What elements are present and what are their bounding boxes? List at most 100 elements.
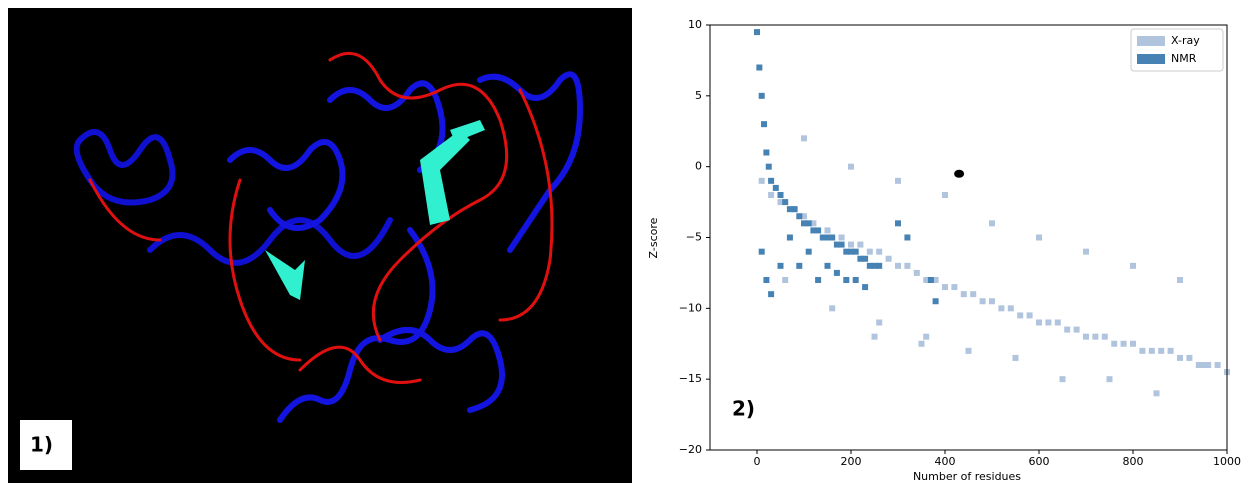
scatter-point bbox=[805, 248, 812, 255]
scatter-point bbox=[927, 277, 934, 283]
legend-swatch bbox=[1137, 36, 1165, 46]
scatter-point bbox=[763, 277, 770, 283]
scatter-point bbox=[1007, 305, 1014, 312]
scatter-point bbox=[918, 340, 925, 347]
scatter-point bbox=[857, 241, 864, 248]
scatter-point bbox=[923, 277, 930, 283]
scatter-point bbox=[1017, 312, 1024, 319]
scatter-point bbox=[805, 220, 812, 227]
scatter-point bbox=[829, 305, 836, 312]
scatter-point bbox=[824, 234, 831, 241]
scatter-point bbox=[960, 291, 967, 298]
scatter-point bbox=[768, 291, 775, 298]
y-tick-label: −20 bbox=[679, 443, 702, 456]
scatter-point bbox=[913, 269, 920, 276]
scatter-point bbox=[970, 291, 977, 298]
scatter-point bbox=[895, 220, 901, 227]
scatter-point bbox=[772, 184, 779, 191]
scatter-point bbox=[866, 248, 873, 255]
scatter-point bbox=[848, 163, 854, 170]
scatter-point bbox=[1177, 354, 1183, 361]
scatter-point bbox=[1054, 319, 1061, 326]
panel-label: 1) bbox=[30, 433, 53, 457]
scatter-point bbox=[838, 241, 845, 248]
scatter-point bbox=[782, 277, 789, 283]
scatter-point bbox=[904, 234, 911, 241]
scatter-point bbox=[965, 347, 972, 354]
scatter-point bbox=[1130, 262, 1136, 269]
scatter-point bbox=[758, 92, 765, 99]
scatter-point bbox=[1012, 354, 1019, 361]
scatter-point bbox=[1158, 347, 1165, 354]
scatter-point bbox=[1167, 347, 1174, 354]
plot-area bbox=[754, 29, 1230, 397]
scatter-point bbox=[824, 227, 831, 234]
scatter-point bbox=[1101, 333, 1108, 340]
scatter-point bbox=[815, 277, 822, 283]
scatter-point bbox=[782, 199, 789, 206]
scatter-point bbox=[1195, 362, 1202, 368]
scatter-point bbox=[819, 234, 826, 241]
scatter-point bbox=[829, 234, 836, 241]
scatter-point bbox=[932, 277, 939, 283]
x-tick-label: 400 bbox=[935, 455, 956, 468]
scatter-point bbox=[857, 255, 864, 262]
scatter-point bbox=[1214, 362, 1221, 368]
scatter-point bbox=[1148, 347, 1155, 354]
scatter-point bbox=[1205, 362, 1212, 368]
scatter-point bbox=[786, 234, 793, 241]
scatter-point bbox=[843, 248, 850, 255]
x-tick-label: 1000 bbox=[1213, 455, 1241, 468]
scatter-point bbox=[843, 277, 850, 283]
scatter-point bbox=[1120, 340, 1127, 347]
scatter-point bbox=[998, 305, 1005, 312]
scatter-point bbox=[1026, 312, 1033, 319]
y-tick-label: 0 bbox=[695, 160, 702, 173]
protein-panel bbox=[8, 8, 632, 483]
scatter-point bbox=[876, 262, 883, 269]
scatter-point bbox=[1064, 326, 1071, 333]
scatter-point bbox=[768, 177, 775, 184]
scatter-point bbox=[777, 262, 784, 269]
scatter-point bbox=[810, 220, 817, 227]
scatter-point bbox=[1092, 333, 1099, 340]
scatter-point bbox=[989, 298, 995, 305]
scatter-point bbox=[871, 262, 878, 269]
legend-swatch bbox=[1137, 54, 1165, 64]
scatter-point bbox=[754, 29, 760, 36]
x-tick-label: 0 bbox=[754, 455, 761, 468]
y-tick-label: −15 bbox=[679, 372, 702, 385]
scatter-point bbox=[989, 220, 995, 227]
scatter-point bbox=[777, 199, 784, 206]
panel-label: 2) bbox=[732, 397, 755, 421]
scatter-point bbox=[885, 255, 892, 262]
scatter-point bbox=[1083, 248, 1089, 255]
scatter-point bbox=[838, 234, 845, 241]
scatter-point bbox=[796, 262, 803, 269]
scatter-point bbox=[1036, 234, 1042, 241]
scatter-point bbox=[833, 269, 840, 276]
scatter-point bbox=[1153, 390, 1160, 397]
scatter-point bbox=[1130, 340, 1136, 347]
scatter-point bbox=[848, 241, 854, 248]
scatter-point bbox=[796, 213, 803, 220]
y-axis-label: Z-score bbox=[647, 217, 660, 258]
scatter-point bbox=[833, 241, 840, 248]
scatter-point bbox=[866, 262, 873, 269]
scatter-point bbox=[1036, 319, 1042, 326]
x-tick-label: 600 bbox=[1029, 455, 1050, 468]
scatter-point bbox=[1083, 333, 1089, 340]
scatter-point bbox=[1073, 326, 1080, 333]
scatter-point bbox=[876, 319, 883, 326]
scatter-point bbox=[815, 227, 822, 234]
scatter-point bbox=[871, 333, 878, 340]
y-tick-label: −10 bbox=[679, 301, 702, 314]
scatter-point bbox=[852, 248, 859, 255]
scatter-point bbox=[852, 277, 859, 283]
scatter-point bbox=[786, 206, 793, 213]
scatter-point bbox=[768, 192, 775, 198]
legend-label: NMR bbox=[1171, 52, 1197, 65]
legend-label: X-ray bbox=[1171, 34, 1200, 47]
scatter-point bbox=[1045, 319, 1052, 326]
scatter-point bbox=[848, 248, 854, 255]
